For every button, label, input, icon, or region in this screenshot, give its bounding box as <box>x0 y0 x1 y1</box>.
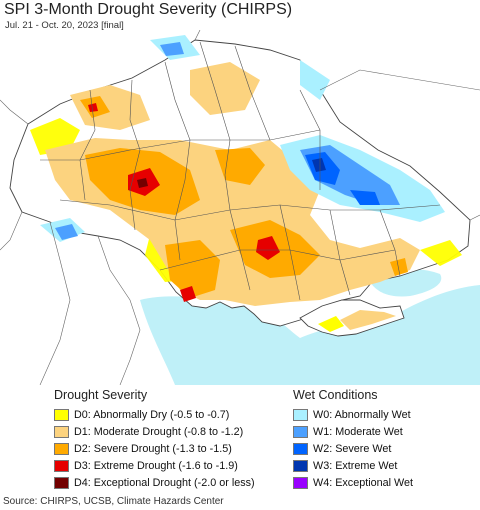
legend-d0-swatch <box>54 408 69 421</box>
legend-w3-swatch <box>293 459 308 472</box>
legend-w1: W1: Moderate Wet <box>293 424 403 439</box>
legend-w4: W4: Exceptional Wet <box>293 475 413 490</box>
legend-w0: W0: Abnormally Wet <box>293 407 411 422</box>
legend-d0-label: D0: Abnormally Dry (-0.5 to -0.7) <box>74 408 230 421</box>
legend-w4-label: W4: Exceptional Wet <box>313 476 414 489</box>
legend-d3: D3: Extreme Drought (-1.6 to -1.9) <box>54 458 238 473</box>
map-title: SPI 3-Month Drought Severity (CHIRPS) <box>4 1 293 18</box>
country-borders <box>0 30 480 385</box>
legend-w1-label: W1: Moderate Wet <box>313 425 403 438</box>
legend-d1-swatch <box>54 425 69 438</box>
legend-d4-swatch <box>54 476 69 489</box>
legend-w3: W3: Extreme Wet <box>293 458 397 473</box>
crimea-dry <box>318 316 344 332</box>
legend-d4-label: D4: Exceptional Drought (-2.0 or less) <box>74 476 255 489</box>
legend-d3-swatch <box>54 459 69 472</box>
drought-map <box>0 30 480 385</box>
legend-w2: W2: Severe Wet <box>293 441 391 456</box>
legend-w1-swatch <box>293 425 308 438</box>
legend-w3-label: W3: Extreme Wet <box>313 459 398 472</box>
legend-d0: D0: Abnormally Dry (-0.5 to -0.7) <box>54 407 229 422</box>
legend-w4-swatch <box>293 476 308 489</box>
legend-w0-label: W0: Abnormally Wet <box>313 408 411 421</box>
wet-legend-title: Wet Conditions <box>293 388 378 402</box>
legend-d4: D4: Exceptional Drought (-2.0 or less) <box>54 475 255 490</box>
crimea-drought <box>340 310 396 330</box>
legend-d1: D1: Moderate Drought (-0.8 to -1.2) <box>54 424 243 439</box>
legend-w2-swatch <box>293 442 308 455</box>
legend-d2-label: D2: Severe Drought (-1.3 to -1.5) <box>74 442 232 455</box>
drought-legend-title: Drought Severity <box>54 388 148 402</box>
legend-w0-swatch <box>293 408 308 421</box>
extreme-wet-regions <box>312 158 326 172</box>
oblast-boundaries <box>40 41 441 301</box>
legend-d3-label: D3: Extreme Drought (-1.6 to -1.9) <box>74 459 238 472</box>
legend-d2-swatch <box>54 442 69 455</box>
map-subtitle: Jul. 21 - Oct. 20, 2023 [final] <box>5 20 124 31</box>
exceptional-drought-regions <box>137 178 148 188</box>
black-sea <box>140 285 480 385</box>
source-note: Source: CHIRPS, UCSB, Climate Hazards Ce… <box>3 496 224 507</box>
legend-d1-label: D1: Moderate Drought (-0.8 to -1.2) <box>74 425 244 438</box>
legend-d2: D2: Severe Drought (-1.3 to -1.5) <box>54 441 232 456</box>
legend-w2-label: W2: Severe Wet <box>313 442 392 455</box>
